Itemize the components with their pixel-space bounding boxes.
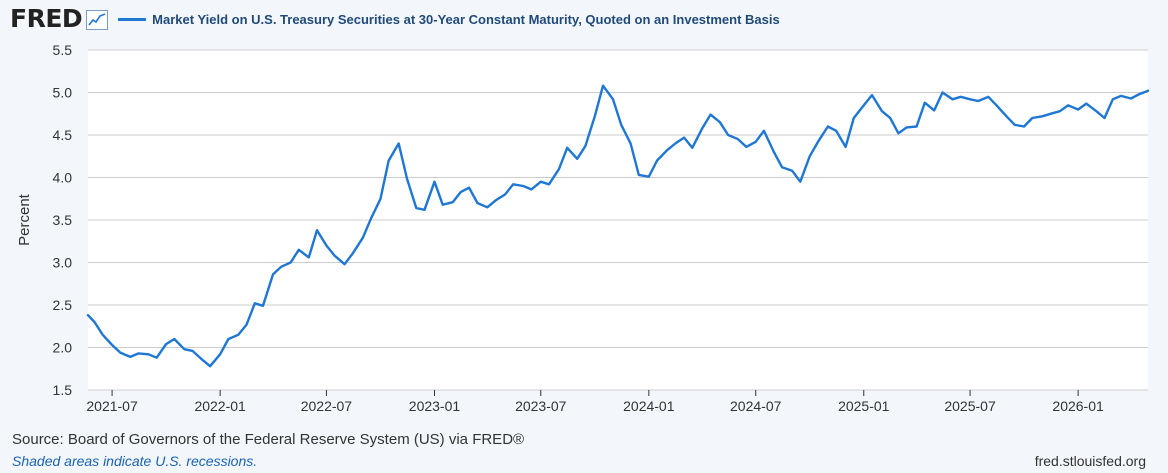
recession-note: Shaded areas indicate U.S. recessions. <box>12 453 258 469</box>
y-tick-label: 2.0 <box>53 340 73 356</box>
x-tick-label: 2026-01 <box>1052 398 1104 414</box>
chart-header: FRED Market Yield on U.S. Treasury Secur… <box>10 4 780 34</box>
y-axis-label: Percent <box>16 193 33 246</box>
y-tick-label: 3.5 <box>53 212 73 228</box>
x-tick-label: 2022-07 <box>301 398 353 414</box>
y-tick-label: 5.0 <box>53 85 73 101</box>
legend-swatch <box>118 18 147 21</box>
y-tick-label: 3.0 <box>53 255 73 271</box>
line-chart[interactable]: 1.5 2.0 2.5 3.0 3.5 4.0 4.5 5.0 5.5 2021-07 2022-… <box>0 0 1168 425</box>
chart-legend[interactable]: Market Yield on U.S. Treasury Securities… <box>118 12 780 27</box>
grid-lines <box>88 49 1148 391</box>
x-tick-label: 2024-01 <box>623 398 675 414</box>
x-tick-label: 2025-07 <box>944 398 996 414</box>
x-tick-label: 2024-07 <box>730 398 782 414</box>
source-text: Source: Board of Governors of the Federa… <box>12 431 525 448</box>
fred-logo[interactable]: FRED <box>10 4 83 33</box>
y-tick-label: 4.5 <box>53 127 73 143</box>
y-tick-label: 1.5 <box>53 382 73 398</box>
y-axis-ticks: 1.5 2.0 2.5 3.0 3.5 4.0 4.5 5.0 5.5 <box>53 42 73 398</box>
fred-url-link[interactable]: fred.stlouisfed.org <box>1034 453 1146 469</box>
y-tick-label: 4.0 <box>53 170 73 186</box>
x-tick-label: 2021-07 <box>86 398 138 414</box>
y-tick-label: 5.5 <box>53 42 73 58</box>
legend-label: Market Yield on U.S. Treasury Securities… <box>152 11 780 27</box>
x-tick-label: 2023-01 <box>409 398 461 414</box>
chart-logo-icon <box>86 10 109 30</box>
y-tick-label: 2.5 <box>53 297 73 313</box>
x-tick-label: 2023-07 <box>515 398 567 414</box>
x-tick-label: 2022-01 <box>194 398 246 414</box>
x-axis-ticks: 2021-07 2022-01 2022-07 2023-01 2023-07 2024-… <box>86 390 1104 414</box>
series-line[interactable] <box>86 84 1150 368</box>
x-tick-label: 2025-01 <box>838 398 890 414</box>
